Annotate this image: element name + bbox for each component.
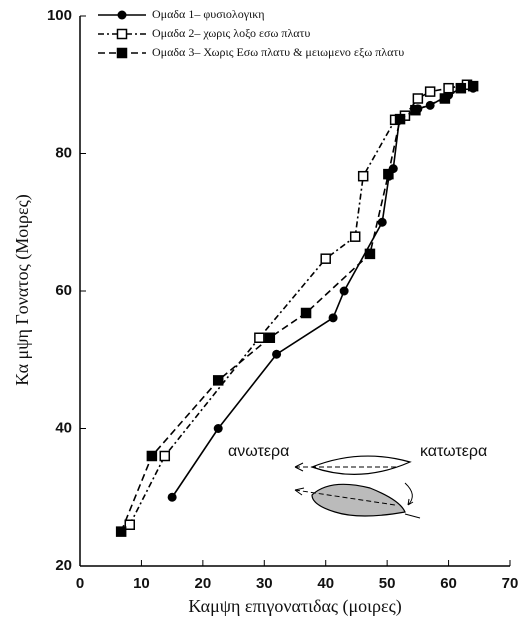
- marker: [320, 253, 331, 264]
- marker: [357, 170, 369, 182]
- annotation: κατωτερα: [420, 443, 487, 460]
- marker: [146, 450, 158, 462]
- x-tick-label: 10: [133, 575, 150, 592]
- x-tick-label: 30: [256, 575, 273, 592]
- legend-marker: [116, 47, 128, 59]
- marker: [439, 93, 451, 104]
- inset-diagram: [294, 455, 421, 519]
- marker: [364, 248, 376, 260]
- marker: [424, 86, 436, 97]
- x-tick-label: 0: [76, 575, 84, 592]
- series-line: [129, 83, 468, 526]
- marker: [394, 113, 406, 125]
- x-tick-label: 20: [195, 575, 212, 592]
- x-tick-label: 50: [379, 575, 396, 592]
- series-line: [171, 83, 474, 498]
- legend-label: Ομαδα 3– Χωρις Εσω πλατυ & μειωμενο εξω …: [152, 45, 404, 59]
- legend-marker: [117, 10, 127, 20]
- x-tick-label: 40: [317, 575, 334, 592]
- legend-label: Ομαδα 2– χωρις λοξο εσω πλατυ: [152, 26, 310, 40]
- marker: [455, 82, 467, 94]
- marker: [272, 349, 282, 359]
- marker: [115, 526, 127, 537]
- marker: [328, 313, 338, 323]
- marker: [349, 231, 361, 242]
- marker: [377, 217, 387, 227]
- x-tick-label: 60: [440, 575, 457, 592]
- legend-marker: [116, 28, 128, 40]
- marker: [213, 424, 223, 433]
- marker: [443, 82, 454, 94]
- marker: [124, 519, 136, 530]
- y-tick-label: 80: [55, 144, 72, 161]
- marker: [212, 375, 224, 386]
- y-tick-label: 100: [47, 7, 72, 24]
- y-axis-label: Κα μψη Γονατος (Μοιρες): [12, 194, 33, 385]
- y-tick-label: 60: [55, 282, 72, 299]
- series-line: [120, 85, 474, 532]
- marker: [425, 100, 435, 110]
- marker: [412, 93, 424, 104]
- marker: [254, 332, 265, 343]
- x-axis-label: Καμψη επιγονατιδας (μοιρες): [188, 596, 401, 617]
- marker: [383, 168, 394, 180]
- marker: [167, 492, 177, 502]
- y-tick-label: 20: [55, 557, 72, 574]
- annotation: ανωτερα: [228, 443, 289, 460]
- marker: [339, 286, 349, 296]
- y-tick-label: 40: [55, 419, 72, 436]
- marker: [410, 104, 421, 116]
- marker: [264, 332, 276, 343]
- legend-label: Ομαδα 1– φυσιολογικη: [152, 7, 265, 21]
- marker: [159, 450, 171, 462]
- x-tick-label: 70: [502, 575, 519, 592]
- marker: [300, 307, 312, 319]
- marker: [467, 80, 479, 92]
